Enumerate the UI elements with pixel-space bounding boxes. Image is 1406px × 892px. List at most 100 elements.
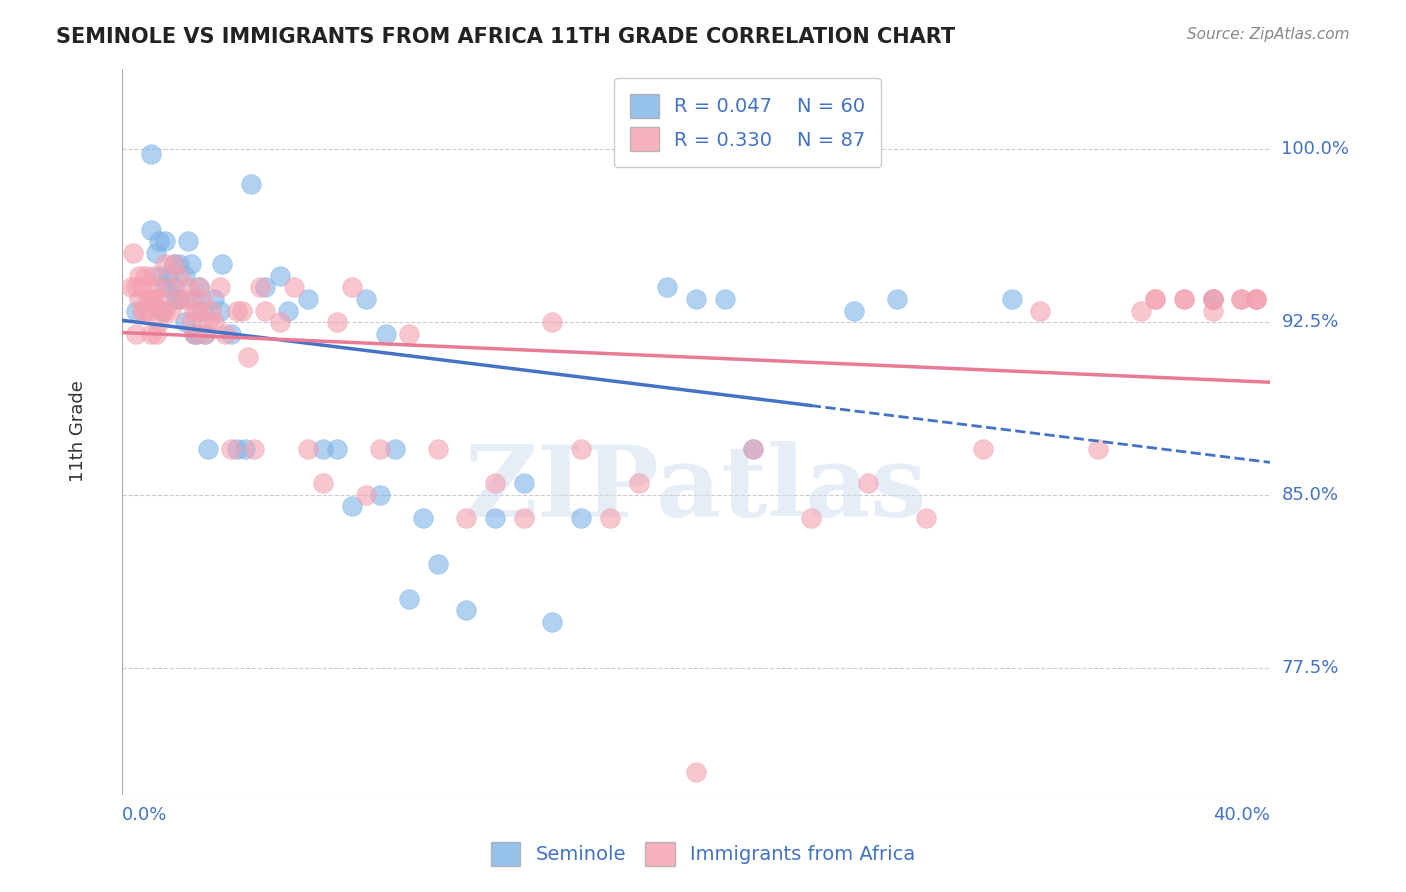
Point — [326, 315, 349, 329]
Point — [1244, 292, 1267, 306]
Point — [194, 326, 217, 341]
Point — [1144, 292, 1167, 306]
Point — [1144, 292, 1167, 306]
Point — [231, 303, 253, 318]
Point — [1173, 292, 1195, 306]
Point — [162, 257, 184, 271]
Point — [326, 442, 349, 456]
Point — [340, 500, 363, 514]
Point — [1244, 292, 1267, 306]
Point — [456, 603, 478, 617]
Point — [186, 326, 208, 341]
Legend: Seminole, Immigrants from Africa: Seminole, Immigrants from Africa — [482, 834, 924, 873]
Point — [131, 303, 153, 318]
Point — [685, 292, 707, 306]
Point — [169, 257, 191, 271]
Point — [297, 292, 319, 306]
Point — [148, 268, 170, 283]
Text: 40.0%: 40.0% — [1213, 806, 1270, 824]
Point — [1201, 303, 1223, 318]
Point — [148, 292, 170, 306]
Point — [214, 326, 236, 341]
Point — [153, 235, 176, 249]
Point — [398, 326, 420, 341]
Point — [1201, 292, 1223, 306]
Point — [1201, 292, 1223, 306]
Point — [159, 303, 181, 318]
Point — [153, 257, 176, 271]
Point — [312, 442, 335, 456]
Point — [202, 315, 225, 329]
Text: 92.5%: 92.5% — [1281, 313, 1339, 331]
Point — [484, 511, 506, 525]
Point — [122, 246, 145, 260]
Point — [153, 303, 176, 318]
Point — [148, 315, 170, 329]
Text: 100.0%: 100.0% — [1281, 140, 1350, 158]
Point — [177, 280, 200, 294]
Point — [368, 442, 391, 456]
Point — [166, 292, 188, 306]
Point — [162, 280, 184, 294]
Point — [174, 268, 197, 283]
Point — [188, 280, 211, 294]
Point — [972, 442, 994, 456]
Point — [153, 280, 176, 294]
Point — [254, 280, 277, 294]
Point — [657, 280, 679, 294]
Point — [177, 235, 200, 249]
Point — [186, 303, 208, 318]
Point — [208, 303, 231, 318]
Text: ZIPatlas: ZIPatlas — [464, 442, 927, 538]
Point — [219, 326, 242, 341]
Point — [340, 280, 363, 294]
Point — [183, 292, 205, 306]
Point — [128, 292, 150, 306]
Point — [145, 326, 167, 341]
Point — [202, 292, 225, 306]
Point — [512, 476, 534, 491]
Text: SEMINOLE VS IMMIGRANTS FROM AFRICA 11TH GRADE CORRELATION CHART: SEMINOLE VS IMMIGRANTS FROM AFRICA 11TH … — [56, 27, 955, 46]
Point — [180, 315, 202, 329]
Text: 0.0%: 0.0% — [122, 806, 167, 824]
Point — [685, 764, 707, 779]
Point — [136, 292, 159, 306]
Point — [312, 476, 335, 491]
Point — [125, 326, 148, 341]
Point — [426, 557, 449, 571]
Point — [128, 268, 150, 283]
Point — [1173, 292, 1195, 306]
Point — [627, 476, 650, 491]
Point — [569, 511, 592, 525]
Point — [197, 442, 219, 456]
Point — [183, 303, 205, 318]
Point — [283, 280, 305, 294]
Point — [188, 280, 211, 294]
Point — [269, 268, 291, 283]
Text: 11th Grade: 11th Grade — [69, 381, 87, 483]
Text: 77.5%: 77.5% — [1281, 659, 1339, 677]
Point — [1087, 442, 1109, 456]
Point — [136, 303, 159, 318]
Point — [297, 442, 319, 456]
Point — [512, 511, 534, 525]
Point — [150, 303, 173, 318]
Point — [800, 511, 823, 525]
Point — [211, 257, 233, 271]
Point — [541, 615, 564, 629]
Point — [148, 235, 170, 249]
Legend: R = 0.047    N = 60, R = 0.330    N = 87: R = 0.047 N = 60, R = 0.330 N = 87 — [614, 78, 882, 167]
Point — [569, 442, 592, 456]
Point — [233, 442, 256, 456]
Text: Source: ZipAtlas.com: Source: ZipAtlas.com — [1187, 27, 1350, 42]
Point — [1230, 292, 1253, 306]
Point — [142, 268, 165, 283]
Point — [156, 280, 179, 294]
Point — [354, 292, 377, 306]
Point — [384, 442, 406, 456]
Point — [169, 292, 191, 306]
Point — [120, 280, 142, 294]
Point — [238, 350, 260, 364]
Point — [145, 280, 167, 294]
Point — [169, 268, 191, 283]
